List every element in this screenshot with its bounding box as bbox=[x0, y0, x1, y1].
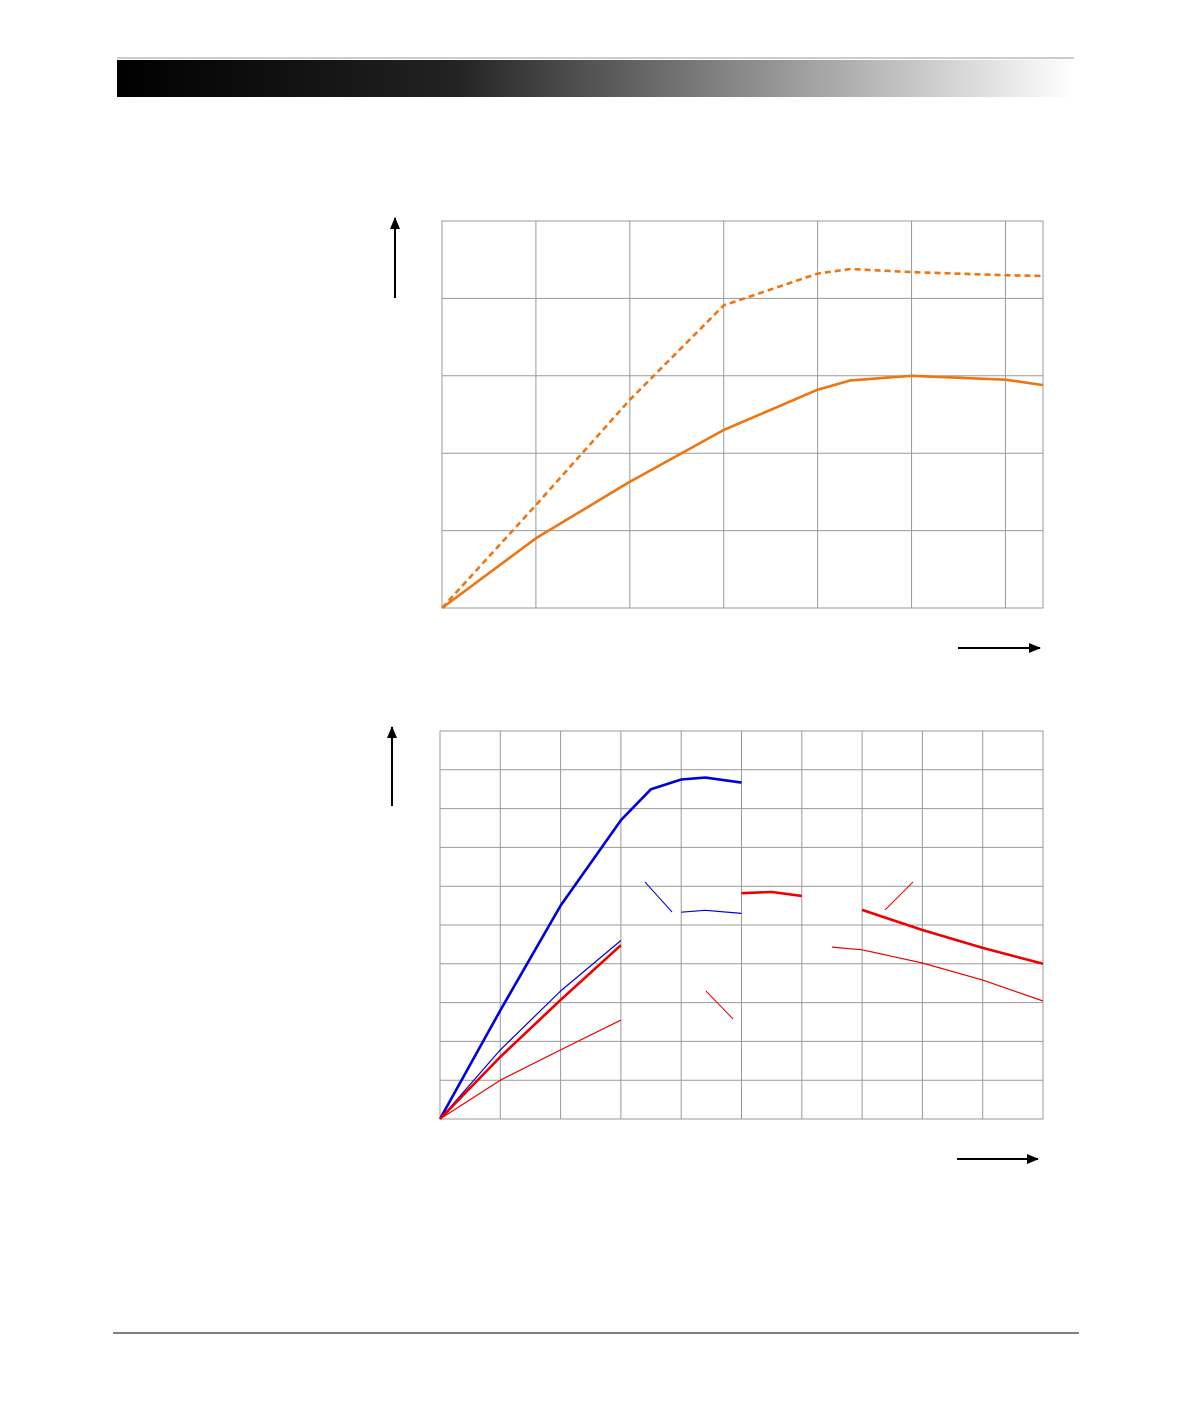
leader-line bbox=[884, 881, 914, 911]
plot-frame bbox=[441, 220, 1044, 609]
data-line bbox=[440, 778, 826, 1119]
data-line bbox=[439, 890, 1044, 1120]
plot-frame bbox=[439, 730, 1044, 1120]
leader-lines bbox=[644, 881, 914, 1020]
data-line bbox=[441, 267, 1044, 609]
data-line bbox=[441, 374, 1044, 610]
header-bar bbox=[117, 60, 1074, 97]
leader-line bbox=[644, 881, 673, 913]
data-line bbox=[439, 946, 1044, 1120]
leader-line bbox=[705, 990, 734, 1020]
